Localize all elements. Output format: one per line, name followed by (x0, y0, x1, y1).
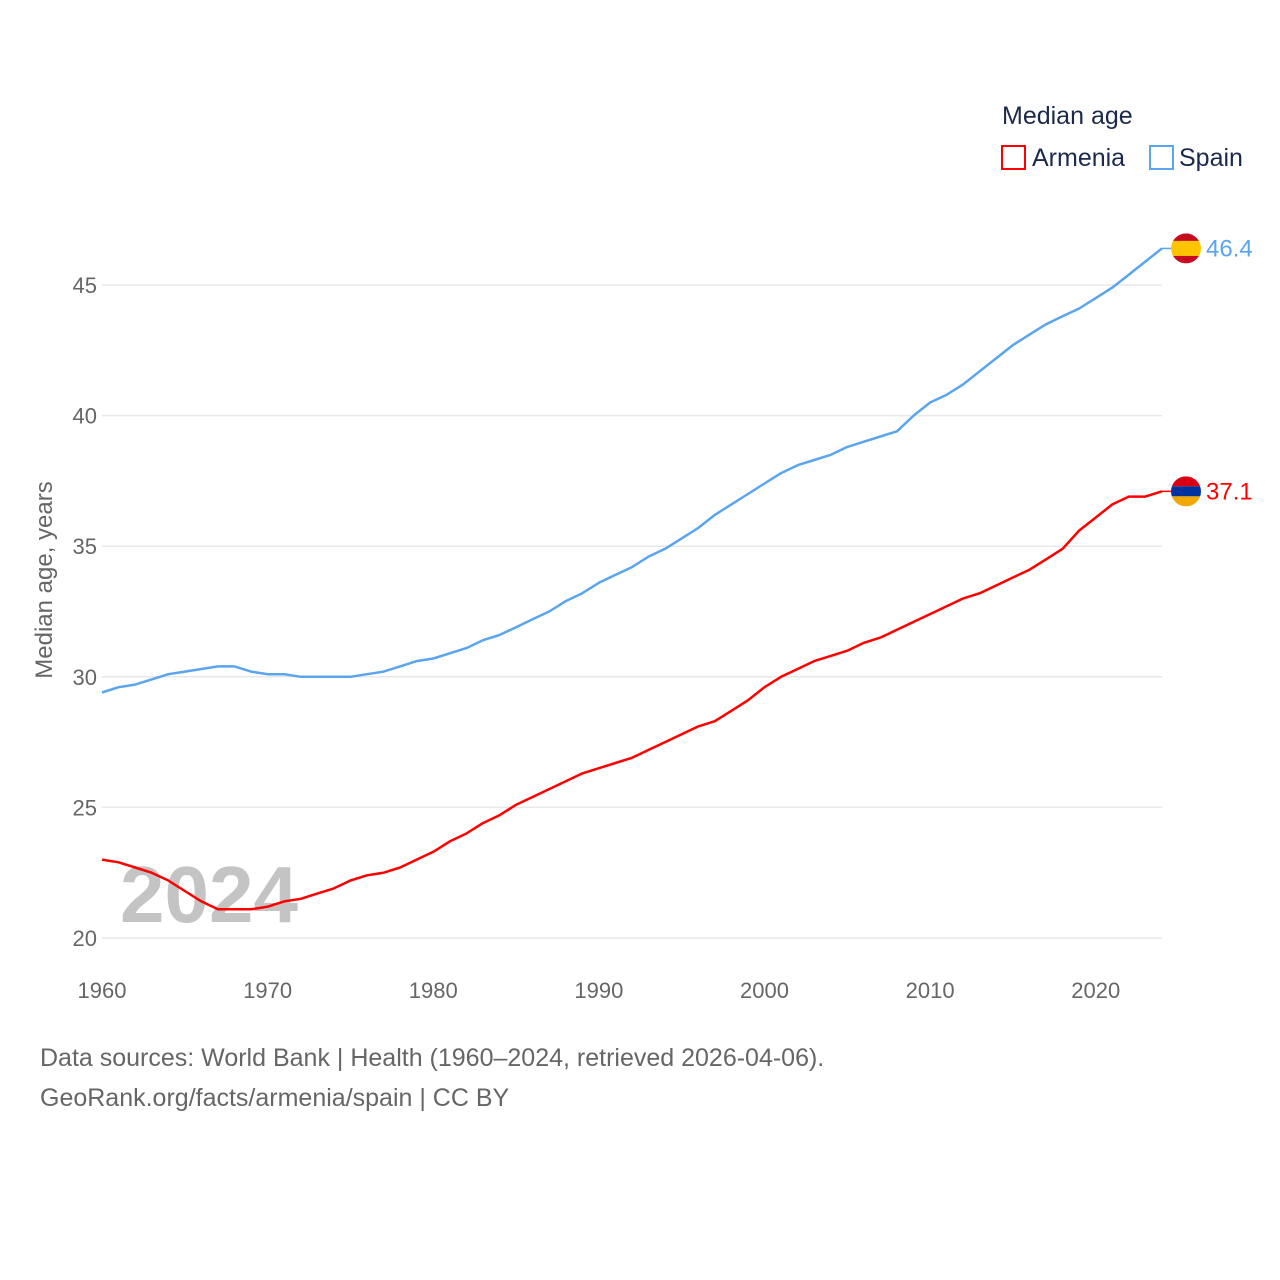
legend-label-armenia: Armenia (1032, 144, 1125, 172)
x-tick-label: 2010 (906, 978, 955, 1003)
end-value-label-spain: 46.4 (1206, 235, 1253, 262)
y-tick-label: 40 (73, 404, 97, 429)
gridlines (102, 284, 1162, 939)
series-end-markers: 37.1 46.4 (1162, 233, 1253, 507)
flag-armenia-icon (1171, 476, 1201, 507)
x-tick-label: 1970 (243, 978, 292, 1003)
end-value-label-armenia: 37.1 (1206, 478, 1253, 505)
x-tick-label: 2020 (1071, 978, 1120, 1003)
y-tick-label: 30 (73, 665, 97, 690)
series-line-armenia (101, 490, 1163, 911)
series-lines (101, 247, 1163, 911)
legend-title: Median age (1002, 102, 1133, 130)
legend-swatch-spain (1149, 145, 1174, 170)
x-axis-ticks: 1960 1970 1980 1990 2000 2010 2020 (78, 978, 1121, 1003)
y-tick-label: 20 (73, 926, 97, 951)
y-tick-label: 45 (73, 273, 97, 298)
series-line-spain (101, 247, 1163, 694)
x-tick-label: 1980 (409, 978, 458, 1003)
x-tick-label: 1960 (78, 978, 127, 1003)
flag-spain-icon (1171, 233, 1201, 264)
footer-attribution[interactable]: GeoRank.org/facts/armenia/spain | CC BY (40, 1084, 510, 1112)
y-tick-label: 25 (73, 795, 97, 820)
footer-sources: Data sources: World Bank | Health (1960–… (40, 1044, 825, 1072)
legend-label-spain: Spain (1179, 144, 1243, 172)
legend-item-spain[interactable]: Spain (1149, 144, 1243, 172)
y-axis-label: Median age, years (31, 481, 58, 678)
legend-swatch-armenia (1001, 145, 1026, 170)
x-tick-label: 1990 (574, 978, 623, 1003)
legend-item-armenia[interactable]: Armenia (1001, 144, 1125, 172)
y-tick-label: 35 (73, 534, 97, 559)
watermark-year: 2024 (120, 850, 298, 939)
y-axis-ticks: 20 25 30 35 40 45 (73, 273, 97, 951)
x-tick-label: 2000 (740, 978, 789, 1003)
